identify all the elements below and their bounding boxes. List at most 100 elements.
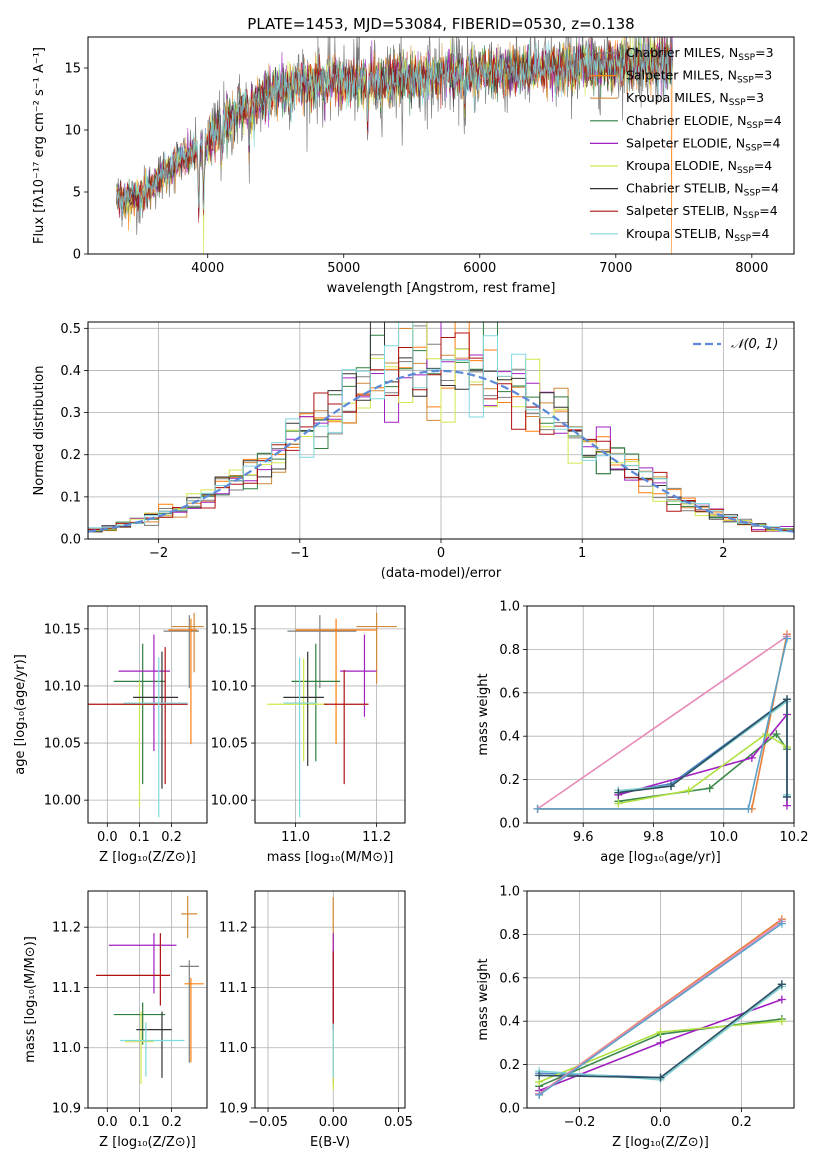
legend-label: 𝒩(0, 1): [731, 337, 778, 352]
weight-marker: [744, 804, 753, 813]
x-tick-label: 8000: [735, 261, 768, 276]
x-tick-label: 4000: [191, 261, 224, 276]
y-tick-label: 10.00: [44, 794, 81, 809]
x-axis-label: Z [log₁₀(Z/Z⊙)]: [612, 1135, 709, 1150]
weight-marker: [777, 1017, 786, 1026]
y-tick-label: 0.4: [499, 1015, 520, 1030]
legend-label: Kroupa ELODIE, NSSP=4: [626, 158, 772, 176]
weight-marker: [782, 801, 791, 810]
legend-label-main: Chabrier ELODIE, N: [626, 113, 746, 128]
x-tick-label: 0.2: [161, 1115, 182, 1130]
y-tick-label: 15: [64, 62, 81, 77]
point-kroupa-stelib: [120, 1022, 185, 1077]
axes-frame: [254, 605, 406, 824]
x-tick-label: 9.8: [643, 830, 664, 845]
y-tick-label: 10.9: [219, 1102, 248, 1117]
legend-label-main: Salpeter STELIB, N: [626, 203, 742, 218]
legend-label-tail: =3: [755, 45, 773, 60]
y-tick-label: 5: [73, 186, 81, 201]
y-tick-label: 0.8: [499, 928, 520, 943]
x-axis-label: Z [log₁₀(Z/Z⊙)]: [99, 850, 196, 865]
y-tick-label: 10.15: [44, 622, 81, 637]
x-axis-label: wavelength [Angstrom, rest frame]: [327, 281, 556, 296]
axes-frame: [87, 605, 208, 824]
point-kroupa-miles: [171, 612, 204, 673]
plot-area: [533, 630, 791, 813]
x-tick-label: 0.1: [129, 1115, 150, 1130]
x-tick-label: 0: [437, 546, 445, 561]
legend-label-main: Salpeter ELODIE, N: [626, 135, 745, 150]
legend-label-main: Kroupa MILES, N: [626, 90, 729, 105]
x-tick-label: 7000: [599, 261, 632, 276]
x-tick-label: 1: [578, 546, 586, 561]
weight-marker: [656, 1038, 665, 1047]
plot-area: [535, 915, 786, 1099]
legend-label-sub: SSP: [734, 234, 751, 244]
axes-frame: [526, 890, 795, 1109]
plot-area: [267, 612, 397, 818]
weight-marker: [535, 1090, 544, 1099]
legend-label-tail: =3: [746, 90, 764, 105]
y-tick-label: 11.0: [219, 1041, 248, 1056]
legend-label: Salpeter MILES, NSSP=3: [626, 68, 772, 86]
y-tick-label: 0.5: [60, 322, 81, 337]
weight-line-2: [618, 732, 788, 803]
legend-label-tail: =4: [763, 113, 781, 128]
y-tick-label: 11.0: [52, 1041, 81, 1056]
point-chabrier-elodie: [113, 1002, 166, 1045]
weight-marker: [535, 1071, 544, 1080]
x-axis-label: mass [log₁₀(M/M⊙)]: [267, 850, 394, 865]
y-tick-label: 10.10: [44, 679, 81, 694]
x-tick-label: −0.05: [248, 1115, 288, 1130]
y-tick-label: 0: [73, 248, 81, 263]
legend-label-main: Kroupa ELODIE, N: [626, 158, 737, 173]
panel-7: −0.2 0.0 0.2 0.0 0.2 0.4 0.6 0.8 1.0 Z [log₁₀(Z/Z…: [476, 885, 795, 1150]
x-tick-label: −1: [290, 546, 309, 561]
legend-label-tail: =3: [754, 68, 772, 83]
legend-label-sub: SSP: [745, 143, 762, 153]
y-tick-label: 11.2: [219, 921, 248, 936]
chart-title: PLATE=1453, MJD=53084, FIBERID=0530, z=0…: [247, 15, 634, 33]
legend-label-tail: =4: [754, 158, 772, 173]
y-axis-label: Normed distribution: [32, 366, 47, 496]
x-tick-label: 10.2: [780, 830, 809, 845]
point-kroupa-stelib: [283, 657, 316, 818]
y-tick-label: 10.15: [211, 622, 248, 637]
y-tick-label: 0.2: [60, 448, 81, 463]
weight-marker: [782, 695, 791, 704]
y-tick-label: 0.4: [60, 364, 81, 379]
weight-marker: [533, 804, 542, 813]
panel-5: 0.0 0.1 0.2 10.9 11.0 11.1 11.2 Z [log₁₀(Z/Z⊙)]…: [23, 890, 208, 1150]
x-tick-label: 10.0: [709, 830, 738, 845]
histogram-kroupa-stelib: [88, 322, 794, 539]
x-tick-label: 0.0: [97, 1115, 118, 1130]
legend-label-sub: SSP: [737, 166, 754, 176]
y-tick-label: 0.0: [499, 817, 520, 832]
y-axis-label: age [log₁₀(age/yr)]: [13, 654, 28, 775]
x-tick-label: 9.6: [573, 830, 594, 845]
panel-2: 0.0 0.1 0.2 10.00 10.05 10.10 10.15 Z [log₁₀(Z/…: [13, 605, 208, 865]
point-salpeter-miles: [168, 618, 198, 745]
x-tick-label: 0.1: [129, 830, 150, 845]
point-chabrier-stelib: [136, 1011, 172, 1078]
point-salpeter-elodie: [108, 933, 177, 994]
legend-label-tail: =4: [762, 135, 780, 150]
legend-label-tail: =4: [761, 181, 779, 196]
legend-label: Chabrier STELIB, NSSP=4: [626, 181, 779, 199]
weight-marker: [614, 799, 623, 808]
y-tick-label: 10: [64, 124, 81, 139]
x-tick-label: 0.00: [319, 1115, 348, 1130]
x-tick-label: −2: [149, 546, 168, 561]
x-tick-label: 0.0: [650, 1115, 671, 1130]
legend-label-tail: =4: [759, 203, 777, 218]
y-tick-label: 10.05: [44, 737, 81, 752]
point-kroupa-elodie: [124, 1011, 154, 1084]
legend-label-main: Chabrier MILES, N: [626, 45, 738, 60]
weight-marker: [747, 753, 756, 762]
histogram-salpeter-stelib: [88, 332, 794, 539]
panel-0: 4000 5000 6000 7000 8000 0 5 10 15 wavelength [An…: [32, 15, 795, 296]
axes-frame: [87, 890, 208, 1109]
legend-label-sub: SSP: [742, 211, 759, 221]
plot-area: [88, 612, 204, 818]
y-tick-label: 10.9: [52, 1102, 81, 1117]
